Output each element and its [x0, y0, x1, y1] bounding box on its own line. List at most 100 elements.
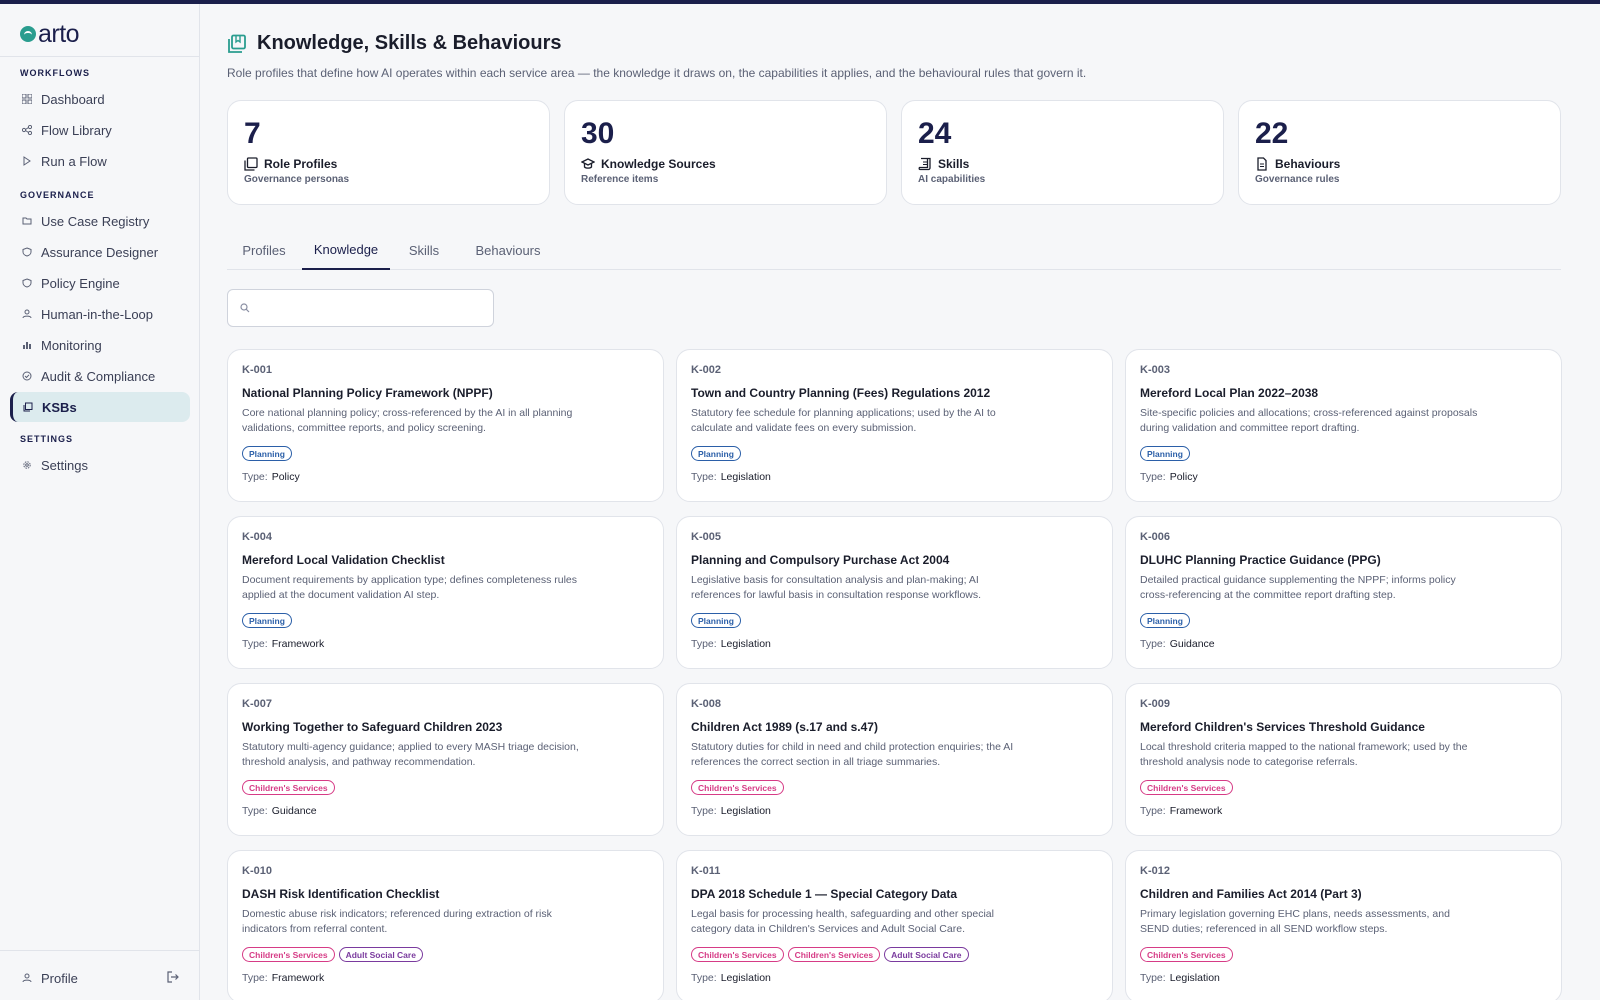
book-icon: [244, 157, 258, 171]
logout-icon[interactable]: [166, 970, 180, 984]
scroll-icon: [918, 157, 931, 171]
knowledge-card[interactable]: K-001 National Planning Policy Framework …: [227, 349, 664, 502]
knowledge-card[interactable]: K-004 Mereford Local Validation Checklist…: [227, 516, 664, 669]
knowledge-type: Type: Legislation: [691, 471, 1098, 483]
sidebar-item-policy-engine[interactable]: Policy Engine: [10, 268, 190, 298]
tag-list: Children's Services: [1140, 947, 1547, 962]
knowledge-description: Statutory multi-agency guidance; applied…: [242, 741, 579, 768]
knowledge-card[interactable]: K-011 DPA 2018 Schedule 1 — Special Categ…: [676, 850, 1113, 1000]
book-icon: [228, 34, 246, 53]
knowledge-description: Site-specific policies and allocations; …: [1140, 407, 1478, 434]
type-value: Guidance: [271, 805, 317, 817]
knowledge-title: Children Act 1989 (s.17 and s.47): [691, 720, 878, 734]
category-tag: Children's Services: [691, 947, 784, 962]
category-tag: Children's Services: [787, 947, 881, 962]
knowledge-type: Type: Policy: [242, 471, 649, 483]
tab-knowledge[interactable]: Knowledge: [302, 230, 390, 270]
knowledge-type: Type: Framework: [1140, 805, 1547, 817]
knowledge-card[interactable]: K-003 Mereford Local Plan 2022–2038 Site-s…: [1125, 349, 1562, 502]
stat-value: 30: [581, 117, 615, 150]
knowledge-id: K-006: [1140, 531, 1170, 543]
logo-mark-icon: [20, 26, 36, 42]
sidebar-item-run-a-flow[interactable]: Run a Flow: [10, 146, 190, 176]
sidebar-item-audit-compliance[interactable]: Audit & Compliance: [10, 361, 190, 391]
tag-list: Children's Services: [691, 780, 1098, 795]
knowledge-type: Type: Legislation: [691, 805, 1098, 817]
top-accent-bar: [0, 0, 1600, 4]
search-input[interactable]: [258, 301, 488, 315]
graduation-cap-icon: [581, 158, 595, 169]
knowledge-card[interactable]: K-012 Children and Families Act 2014 (Par…: [1125, 850, 1562, 1000]
knowledge-description: Document requirements by application typ…: [242, 574, 578, 601]
category-tag: Planning: [1140, 446, 1190, 461]
knowledge-card[interactable]: K-009 Mereford Children's Services Thresh…: [1125, 683, 1562, 836]
stat-label: Knowledge Sources: [601, 157, 716, 171]
page-title: Knowledge, Skills & Behaviours: [257, 32, 562, 54]
type-label: Type:: [691, 471, 717, 483]
knowledge-card[interactable]: K-005 Planning and Compulsory Purchase Ac…: [676, 516, 1113, 669]
sidebar-item-human-in-the-loop[interactable]: Human-in-the-Loop: [10, 299, 190, 329]
knowledge-title: Planning and Compulsory Purchase Act 200…: [691, 553, 950, 567]
tag-list: Planning: [691, 613, 1098, 628]
sidebar-item-label: Policy Engine: [41, 275, 120, 291]
knowledge-id: K-012: [1140, 865, 1170, 877]
stat-card-role-profiles: 7 Role Profiles Governance personas: [227, 100, 550, 205]
sidebar-item-dashboard[interactable]: Dashboard: [10, 84, 190, 114]
category-tag: Children's Services: [242, 780, 335, 795]
knowledge-id: K-007: [242, 698, 272, 710]
tab-skills[interactable]: Skills: [408, 242, 440, 258]
sidebar-item-flow-library[interactable]: Flow Library: [10, 115, 190, 145]
type-label: Type:: [242, 805, 268, 817]
logo[interactable]: arto: [20, 19, 80, 48]
type-value: Legislation: [720, 638, 771, 650]
profile-button[interactable]: Profile: [10, 964, 190, 992]
knowledge-card[interactable]: K-007 Working Together to Safeguard Child…: [227, 683, 664, 836]
knowledge-type: Type: Legislation: [1140, 972, 1547, 984]
sidebar-item-settings[interactable]: Settings: [10, 450, 190, 480]
sidebar-item-monitoring[interactable]: Monitoring: [10, 330, 190, 360]
knowledge-description: Primary legislation governing EHC plans,…: [1140, 908, 1450, 935]
category-tag: Children's Services: [242, 947, 335, 962]
stat-label: Behaviours: [1275, 157, 1341, 171]
sidebar-item-use-case-registry[interactable]: Use Case Registry: [10, 206, 190, 236]
category-tag: Children's Services: [1140, 947, 1233, 962]
folder-icon: [22, 216, 32, 226]
knowledge-title: National Planning Policy Framework (NPPF…: [242, 386, 493, 400]
stat-card-skills: 24 Skills AI capabilities: [901, 100, 1224, 205]
knowledge-id: K-009: [1140, 698, 1170, 710]
knowledge-type: Type: Guidance: [1140, 638, 1547, 650]
knowledge-type: Type: Policy: [1140, 471, 1547, 483]
type-value: Legislation: [1169, 972, 1220, 984]
sidebar-item-label: Monitoring: [41, 337, 102, 353]
user-icon: [22, 973, 32, 983]
stat-label: Role Profiles: [264, 157, 338, 171]
category-tag: Children's Services: [1140, 780, 1233, 795]
sidebar-item-label: Human-in-the-Loop: [41, 306, 154, 322]
knowledge-card[interactable]: K-002 Town and Country Planning (Fees) Re…: [676, 349, 1113, 502]
sidebar-item-label: Flow Library: [41, 122, 112, 138]
stat-label: Skills: [938, 157, 970, 171]
knowledge-card[interactable]: K-008 Children Act 1989 (s.17 and s.47) St…: [676, 683, 1113, 836]
check-circle-icon: [22, 371, 32, 381]
knowledge-description: Statutory fee schedule for planning appl…: [691, 407, 996, 434]
tab-profiles[interactable]: Profiles: [242, 242, 286, 258]
knowledge-card[interactable]: K-010 DASH Risk Identification Checklist D…: [227, 850, 664, 1000]
knowledge-id: K-003: [1140, 364, 1170, 376]
stat-sub: Governance personas: [244, 174, 350, 185]
type-label: Type:: [1140, 805, 1166, 817]
sidebar: arto WORKFLOWS Dashboard Flow Library Ru…: [0, 4, 200, 1000]
play-icon: [22, 156, 32, 166]
page-header: Knowledge, Skills & Behaviours: [227, 32, 562, 55]
sidebar-item-label: Assurance Designer: [41, 244, 159, 260]
grid-icon: [22, 94, 32, 104]
stat-value: 24: [918, 117, 952, 150]
category-tag: Adult Social Care: [338, 947, 423, 962]
sidebar-item-ksbs[interactable]: KSBs: [10, 392, 190, 422]
knowledge-title: Mereford Local Validation Checklist: [242, 553, 445, 567]
tab-behaviours[interactable]: Behaviours: [475, 242, 541, 258]
knowledge-id: K-005: [691, 531, 721, 543]
knowledge-card[interactable]: K-006 DLUHC Planning Practice Guidance (P…: [1125, 516, 1562, 669]
logo-text: arto: [38, 19, 80, 48]
sidebar-item-assurance-designer[interactable]: Assurance Designer: [10, 237, 190, 267]
type-value: Legislation: [720, 972, 771, 984]
